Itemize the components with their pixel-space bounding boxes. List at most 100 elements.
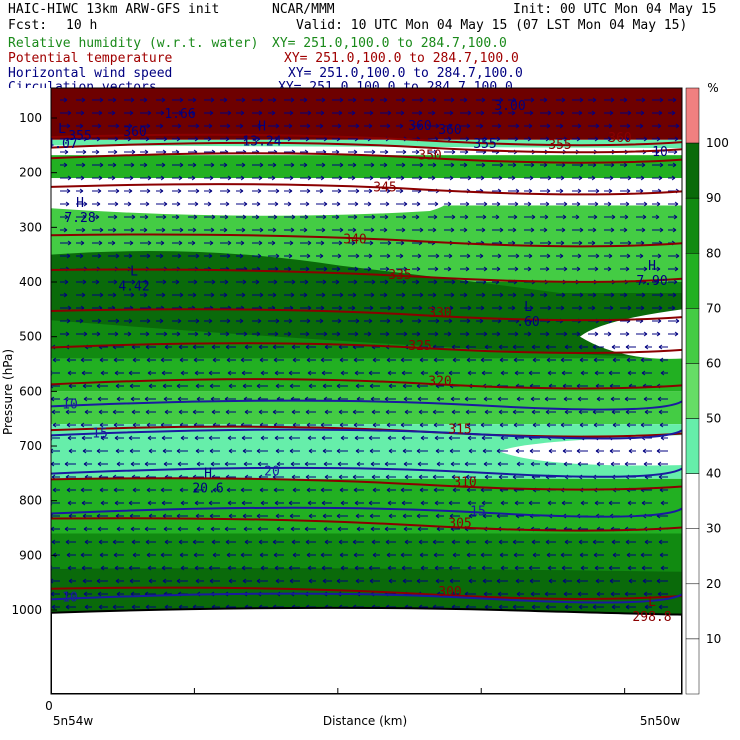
model-title: HAIC-HIWC 13km ARW-GFS init [8,2,220,17]
theta-contour-label: 355 [548,138,571,153]
pressure-tick-label: 100 [19,111,42,125]
colorbar-segment [685,528,700,585]
rh-band [51,478,682,534]
theta-contour-line [51,342,682,354]
extremum-type: L [648,595,656,610]
theta-contour-label: 320 [428,374,451,389]
pressure-tick-label: 600 [19,384,42,398]
theta-contour-line [51,308,682,322]
rh-patch [580,309,682,359]
pressure-tick-label: 800 [19,494,42,508]
field-wind-name: Horizontal wind speed [8,66,173,81]
extremum-value: 7.90 [636,274,667,289]
x-zero-label: 0 [45,699,53,713]
pressure-tick-label: 700 [19,439,42,453]
extremum-value: 298.8 [632,610,671,625]
theta-contour-label: 325 [408,339,431,354]
wind-contour-line [51,466,682,478]
field-rh-name: Relative humidity (w.r.t. water) [8,36,259,51]
wind-contour-label: 20 [264,465,280,480]
theta-contour-label: 315 [448,423,471,438]
wind-contour-line [51,592,682,604]
colorbar-tick-label: 10 [706,632,721,646]
valid-time: Valid: 10 UTC Mon 04 May 15 (07 LST Mon … [296,18,688,33]
extremum-value: 4.07 [46,137,77,152]
colorbar-tick-label: 60 [706,356,721,370]
x-axis-label: Distance (km) [323,714,407,728]
theta-contour-line [51,233,682,248]
wind-contours [51,399,682,604]
colorbar-segment [685,308,700,364]
init-time: Init: 00 UTC Mon 04 May 15 [513,2,717,17]
pressure-tick-label: 200 [19,166,42,180]
colorbar-segment [685,363,700,419]
top-contour-label: 355 [68,129,91,144]
pressure-tick-label: 1000 [11,603,42,617]
theta-contour-label: 345 [373,180,396,195]
pressure-tick-label: 300 [19,220,42,234]
colorbar-tick-label: 40 [706,467,721,481]
pressure-tick-label: 400 [19,275,42,289]
rh-patch [51,186,448,216]
wind-contour-line [51,399,682,411]
extremum-type: H [258,119,266,134]
theta-contour-label: 340 [343,232,366,247]
field-vectors-xy: XY= 251.0,100.0 to 284.7,100.0 [278,80,513,88]
theta-contour-label: 300 [438,585,461,600]
theta-contour-label: 305 [448,517,471,532]
top-contour-label: 3.00 [494,99,525,114]
extremum-type: H [76,196,84,211]
theta-contour-line [51,268,682,283]
organization-label: NCAR/MMM [272,2,335,17]
theta-contour-line [51,477,682,491]
extremum-type: L [58,122,66,137]
field-theta-name: Potential temperature [8,51,173,66]
colorbar-segment [685,638,700,695]
colorbar-segment [685,197,700,254]
field-vectors-name: Circulation vectors [8,80,157,88]
terrain-fill [51,606,682,694]
top-contour-label: 360 [408,119,431,134]
extremum-value: .60 [516,315,539,330]
top-contour-label: 355 [473,137,496,152]
rh-band [51,358,682,392]
colorbar-tick-label: 70 [706,301,721,315]
y-axis-label: Pressure (hPa) [1,349,15,435]
rh-band [51,391,682,425]
top-contour-label: 1.66 [164,107,195,122]
wind-contour-line [51,506,682,518]
extremum-type: L [524,300,532,315]
x-start-location: 5n54w [53,714,94,728]
distance-axis [50,688,626,694]
theta-contour-line [51,183,682,196]
colorbar-unit: % [707,81,718,95]
theta-contour-label: 360 [608,131,631,146]
rh-band [51,88,682,140]
top-contour-label: 360 [123,125,146,140]
field-rh-xy: XY= 251.0,100.0 to 284.7,100.0 [272,36,507,51]
forecast-label: Fcst: [8,18,48,33]
terrain [51,606,682,694]
colorbar-segment [685,473,700,529]
field-theta-xy: XY= 251.0,100.0 to 284.7,100.0 [284,51,519,66]
theta-contour-line [51,586,682,600]
extremum-value: 13.24 [242,134,281,149]
extremum-value: 20.6 [192,482,223,497]
top-contour-label: 360 [438,123,461,138]
x-end-location: 5n50w [640,714,681,728]
theta-contour-label: 330 [428,306,451,321]
pressure-tick-label: 900 [19,548,42,562]
pressure-axis: 100 200 300 400 500 600 700 800 900 1000 [11,111,57,617]
theta-contour-line [51,152,682,164]
colorbar-tick-label: 90 [706,191,721,205]
rh-patch [51,251,682,359]
colorbar-tick-label: 100 [706,136,729,150]
colorbar-segment [685,583,700,640]
wind-contour-label: 10 [62,397,78,412]
extremum-type: L [130,264,138,279]
colorbar-tick-label: 50 [706,412,721,426]
colorbar-tick-label: 30 [706,522,721,536]
extremum-type: H [648,259,656,274]
colorbar-segment [685,418,700,474]
